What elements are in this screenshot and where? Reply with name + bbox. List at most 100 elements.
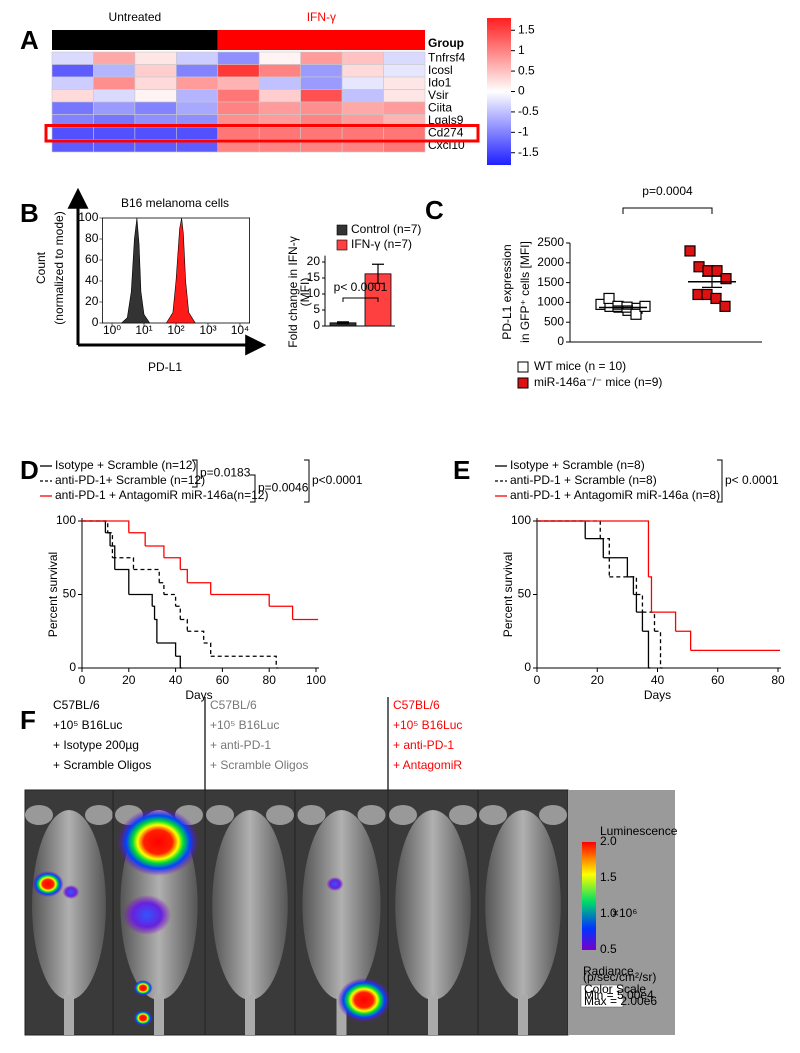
comparison-label: p=0.0046: [258, 481, 309, 495]
heat-cell: [51, 76, 94, 90]
mouse-ear: [539, 805, 567, 825]
y-tick-label: 1000: [537, 295, 564, 309]
mouse-ear: [85, 805, 113, 825]
survival-step: [642, 611, 656, 632]
y-tick-label: 50: [518, 587, 532, 601]
histogram-area: [165, 217, 196, 324]
heat-cell: [51, 64, 94, 78]
y-tick-label: 0: [69, 660, 76, 674]
luminescence-spot: [123, 895, 171, 935]
y-axis-title: (normalized to mode): [52, 211, 66, 324]
chart-title: B16 melanoma cells: [121, 196, 229, 210]
x-tick-label: 60: [216, 673, 230, 687]
comparison-label: p=0.0183: [200, 466, 251, 480]
scale-box-text: Max = 2.00e6: [584, 994, 657, 1008]
survival-step: [627, 576, 635, 595]
group-label: Group: [428, 36, 464, 50]
heat-cell: [217, 126, 260, 140]
sem-bar: [702, 275, 722, 288]
condition-text: + anti-PD-1: [210, 738, 271, 752]
heat-cell: [217, 101, 260, 115]
y-axis-title: Percent survival: [501, 552, 515, 637]
survival-step: [675, 630, 692, 651]
y-tick-label: 5: [313, 302, 320, 316]
data-point: [720, 273, 732, 285]
luminescence-spot: [133, 1010, 153, 1026]
heat-cell: [300, 51, 343, 65]
luminescence-spot: [117, 808, 199, 876]
heat-cell: [258, 76, 301, 90]
survival-step: [163, 557, 181, 570]
survival-step: [537, 520, 601, 539]
legend-label: anti-PD-1 + Scramble (n=8): [510, 473, 657, 487]
heat-cell: [383, 76, 426, 90]
condition-text: + Scramble Oligos: [210, 758, 308, 772]
panel-label: E: [453, 455, 470, 485]
survival-step: [128, 593, 153, 607]
mouse-ear: [357, 805, 386, 825]
data-point: [684, 245, 696, 257]
significance-label: p< 0.0001: [334, 280, 388, 294]
colorbar-label: -0.5: [518, 104, 539, 118]
heat-cell: [383, 89, 426, 103]
y-axis-title: in GFP⁺ cells [MFI]: [518, 241, 532, 343]
scale-box: [580, 984, 624, 1008]
x-tick-label: 10¹: [135, 323, 152, 337]
x-tick-label: 80: [263, 673, 277, 687]
survival-step: [159, 582, 165, 595]
x-tick-label: 10³: [199, 323, 216, 337]
survival-step: [154, 618, 158, 644]
survival-step: [82, 520, 107, 533]
x-tick-label: 10⁰: [103, 323, 121, 337]
legend-label: miR-146a⁻/⁻ mice (n=9): [534, 375, 662, 389]
survival-step: [128, 532, 146, 546]
y-tick-label: 100: [56, 513, 76, 527]
y-axis-title: Fold change in IFN-γ: [286, 236, 300, 347]
legend-label: WT mice (n = 10): [534, 359, 626, 373]
scale-box-text: Color Scale: [584, 982, 646, 996]
y-tick-label: 10: [307, 286, 321, 300]
colorbar: [487, 18, 511, 165]
heat-cell: [258, 101, 301, 115]
scale-unit: ×10⁶: [612, 906, 637, 920]
heat-cell: [341, 76, 384, 90]
survival-step: [156, 642, 177, 657]
error-bar: [372, 263, 384, 285]
legend-label: anti-PD-1 + AntagomiR miR-146a(n=12): [55, 488, 268, 502]
heat-cell: [176, 76, 219, 90]
row-label: Tnfrsf4: [428, 50, 466, 64]
luminescence-spot: [337, 978, 391, 1022]
row-label: Cd274: [428, 125, 464, 139]
row-label: Ido1: [428, 75, 452, 89]
heat-cell: [93, 101, 136, 115]
legend-label: anti-PD-1+ Scramble (n=12): [55, 473, 205, 487]
survival-step: [180, 568, 188, 583]
panel-label: D: [20, 455, 39, 485]
legend-swatch: [336, 239, 348, 251]
x-tick-label: 40: [651, 673, 665, 687]
legend-label: IFN-γ (n=7): [351, 237, 412, 251]
y-tick-label: 40: [85, 273, 99, 287]
survival-step: [180, 618, 188, 632]
condition-text: +10⁵ B16Luc: [53, 718, 122, 732]
y-tick-label: 0: [313, 318, 320, 332]
heat-cell: [258, 126, 301, 140]
survival-step: [537, 520, 586, 539]
x-tick-label: 0: [534, 673, 541, 687]
heat-cell: [341, 64, 384, 78]
y-tick-label: 0: [557, 334, 564, 348]
heat-cell: [217, 76, 260, 90]
survival-step: [203, 642, 212, 657]
heat-cell: [176, 89, 219, 103]
y-tick-label: 2500: [537, 235, 564, 249]
heat-cell: [341, 89, 384, 103]
mouse-ear: [206, 805, 234, 825]
survival-step: [642, 630, 650, 668]
survival-step: [651, 611, 677, 632]
scale-radiance: (p/sec/cm²/sr): [583, 970, 656, 984]
heat-cell: [134, 76, 177, 90]
survival-step: [654, 630, 662, 668]
x-tick-label: 0: [79, 673, 86, 687]
heat-cell: [51, 51, 94, 65]
